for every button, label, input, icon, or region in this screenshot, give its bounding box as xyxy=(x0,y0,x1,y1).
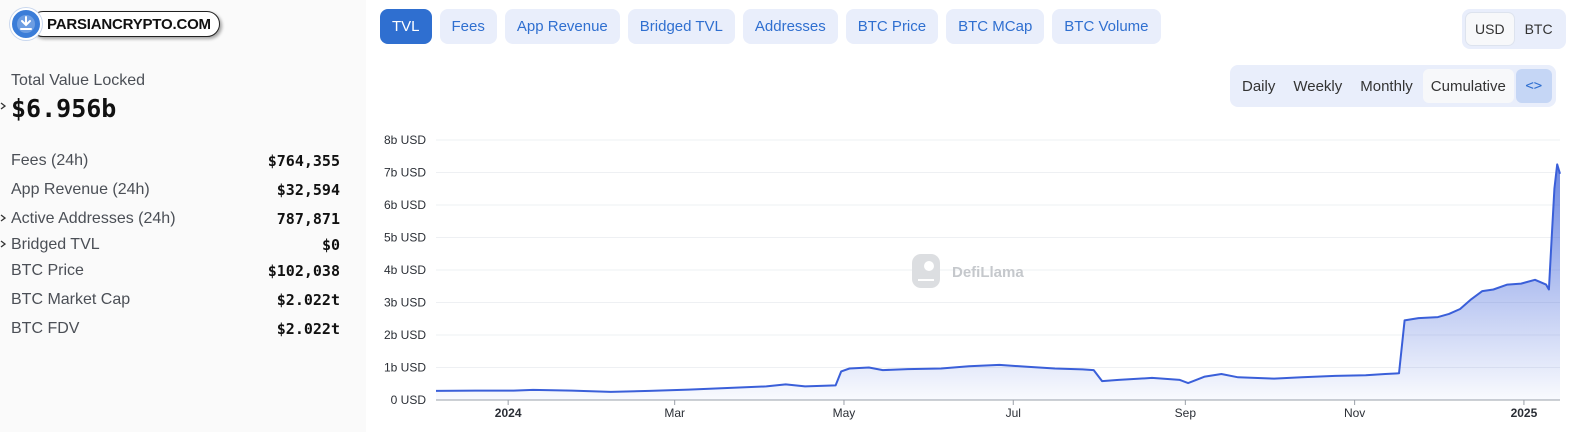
stat-value: $764,355 xyxy=(267,152,340,170)
metric-tabs: TVL Fees App Revenue Bridged TVL Address… xyxy=(380,9,1161,44)
stats-list: Fees (24h) $764,355 App Revenue (24h) $3… xyxy=(11,151,340,339)
tvl-area-fill xyxy=(436,164,1560,400)
x-tick-label: May xyxy=(833,406,856,420)
watermark-text: DefiLlama xyxy=(952,264,1024,281)
y-tick-label: 1b USD xyxy=(384,361,426,375)
stat-value: $102,038 xyxy=(267,262,340,280)
stat-row-bridged-tvl[interactable]: Bridged TVL $0 xyxy=(11,235,340,255)
period-cumulative-button[interactable]: Cumulative xyxy=(1422,69,1514,103)
y-tick-label: 5b USD xyxy=(384,231,426,245)
stat-label: App Revenue (24h) xyxy=(11,181,150,198)
x-tick-label: 2024 xyxy=(495,406,522,420)
y-tick-label: 2b USD xyxy=(384,328,426,342)
chevron-right-icon[interactable] xyxy=(0,240,6,248)
currency-btc-button[interactable]: BTC xyxy=(1524,21,1553,37)
stat-label: Bridged TVL xyxy=(11,236,100,253)
currency-usd-button[interactable]: USD xyxy=(1466,13,1514,45)
site-logo[interactable]: PARSIANCRYPTO.COM xyxy=(10,8,220,40)
chevron-right-icon[interactable] xyxy=(0,102,6,110)
stat-label: Fees (24h) xyxy=(11,152,89,169)
stat-label: BTC Market Cap xyxy=(11,291,131,308)
tab-tvl[interactable]: TVL xyxy=(380,9,432,44)
site-badge-text: PARSIANCRYPTO.COM xyxy=(30,11,220,37)
x-tick-label: Jul xyxy=(1006,406,1021,420)
chevron-right-icon[interactable] xyxy=(0,214,6,222)
embed-code-button[interactable]: <> xyxy=(1515,69,1552,103)
tab-btc-volume[interactable]: BTC Volume xyxy=(1052,9,1161,44)
tab-btc-price[interactable]: BTC Price xyxy=(845,9,939,44)
x-tick-label: Mar xyxy=(664,406,685,420)
stat-row-btc-fdv: BTC FDV $2.022t xyxy=(11,319,340,339)
defillama-watermark: DefiLlama xyxy=(912,254,1024,288)
period-daily-button[interactable]: Daily xyxy=(1242,77,1276,95)
period-weekly-button[interactable]: Weekly xyxy=(1293,77,1343,95)
stat-value: $32,594 xyxy=(276,181,340,199)
x-tick-label: Nov xyxy=(1344,406,1365,420)
tvl-series-line xyxy=(435,163,1561,393)
y-tick-label: 3b USD xyxy=(384,296,426,310)
tvl-area-chart: DefiLlama 0 USD 1b USD 2b USD 3b USD 4b USD 5… xyxy=(384,133,1561,420)
tab-addresses[interactable]: Addresses xyxy=(742,9,838,44)
currency-toggle: USD BTC xyxy=(1462,9,1566,49)
y-tick-label: 0 USD xyxy=(391,393,427,407)
tab-fees[interactable]: Fees xyxy=(439,9,497,44)
tab-btc-mcap[interactable]: BTC MCap xyxy=(946,9,1045,44)
stat-value: $2.022t xyxy=(276,291,340,309)
stat-value: 787,871 xyxy=(276,210,340,228)
parsiancrypto-logo-icon xyxy=(10,8,42,40)
y-tick-label: 8b USD xyxy=(384,133,426,147)
stat-row-active-addresses[interactable]: Active Addresses (24h) 787,871 xyxy=(11,209,340,229)
stat-row-fees: Fees (24h) $764,355 xyxy=(11,151,340,171)
code-brackets-icon: <> xyxy=(1525,78,1543,94)
period-monthly-button[interactable]: Monthly xyxy=(1360,77,1413,95)
stat-value: $0 xyxy=(321,236,340,254)
stat-label: BTC FDV xyxy=(11,320,80,337)
tab-app-revenue[interactable]: App Revenue xyxy=(504,9,620,44)
x-tick-label: Sep xyxy=(1175,406,1197,420)
stat-value: $2.022t xyxy=(276,320,340,338)
stat-row-btc-market-cap: BTC Market Cap $2.022t xyxy=(11,290,340,310)
llama-icon xyxy=(912,254,940,288)
tvl-label: Total Value Locked xyxy=(11,72,146,89)
stat-label: Active Addresses (24h) xyxy=(11,210,176,227)
x-tick-label: 2025 xyxy=(1511,406,1538,420)
y-tick-label: 7b USD xyxy=(384,166,426,180)
period-toggle: Daily Weekly Monthly Cumulative <> xyxy=(1230,65,1556,107)
stat-label: BTC Price xyxy=(11,262,84,279)
tab-bridged-tvl[interactable]: Bridged TVL xyxy=(627,9,735,44)
y-tick-label: 6b USD xyxy=(384,198,426,212)
stat-row-btc-price: BTC Price $102,038 xyxy=(11,261,340,281)
stat-row-app-revenue: App Revenue (24h) $32,594 xyxy=(11,180,340,200)
summary-panel: PARSIANCRYPTO.COM Total Value Locked $6.… xyxy=(0,0,366,432)
tvl-value: $6.956b xyxy=(11,94,117,123)
y-tick-label: 4b USD xyxy=(384,263,426,277)
